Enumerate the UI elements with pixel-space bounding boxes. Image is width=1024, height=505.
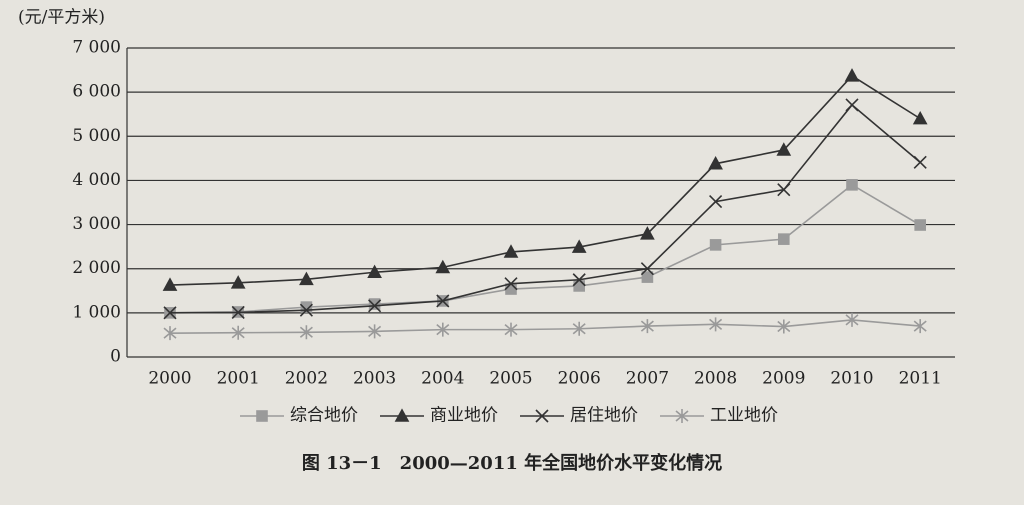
marker — [708, 155, 723, 170]
x-tick-label: 2007 — [626, 369, 669, 389]
x-tick-label: 2008 — [694, 369, 737, 389]
marker — [231, 305, 245, 319]
marker — [163, 306, 177, 320]
marker — [844, 68, 860, 82]
y-tick-label: 6 000 — [72, 82, 121, 102]
marker — [846, 179, 858, 191]
y-tick-label: 7 000 — [72, 38, 121, 58]
marker — [163, 326, 177, 341]
marker — [436, 322, 450, 337]
legend-label: 综合地价 — [290, 406, 358, 426]
marker — [776, 142, 792, 156]
marker — [504, 322, 518, 337]
caption: 图 13－1 2000—2011 年全国地价水平变化情况 — [302, 452, 722, 474]
marker — [777, 319, 791, 334]
marker — [504, 277, 518, 291]
marker — [503, 244, 519, 258]
x-tick-label: 2006 — [558, 369, 601, 389]
legend-marker — [675, 409, 689, 423]
marker — [572, 273, 586, 287]
marker — [777, 233, 790, 245]
x-tick-label: 2004 — [421, 369, 464, 389]
marker — [368, 299, 382, 313]
y-tick-label: 4 000 — [72, 170, 121, 190]
series-line — [169, 319, 921, 334]
marker — [709, 317, 723, 332]
marker — [436, 294, 450, 308]
marker — [571, 239, 587, 253]
marker — [709, 195, 723, 209]
marker — [914, 219, 927, 231]
y-tick-label: 2 000 — [72, 258, 121, 278]
y-tick-label: 1 000 — [72, 302, 121, 322]
marker — [640, 262, 654, 276]
legend-marker — [535, 409, 549, 423]
marker — [572, 321, 586, 336]
marker — [435, 259, 451, 274]
legend-marker — [394, 408, 410, 422]
legend-label: 商业地价 — [430, 406, 498, 426]
marker — [709, 239, 722, 251]
x-tick-label: 2005 — [489, 369, 532, 389]
y-tick-label: 0 — [110, 347, 121, 367]
x-tick-label: 2002 — [285, 369, 328, 389]
marker — [299, 303, 313, 317]
marker — [913, 319, 927, 334]
marker — [368, 298, 381, 310]
marker — [299, 271, 314, 286]
legend-label: 工业地价 — [710, 406, 778, 426]
marker — [231, 325, 245, 340]
marker — [912, 110, 928, 125]
x-tick-label: 2010 — [830, 369, 873, 389]
marker — [777, 183, 791, 197]
marker — [845, 98, 859, 112]
x-tick-label: 2009 — [762, 369, 805, 389]
marker — [640, 226, 655, 240]
x-tick-label: 2000 — [148, 369, 191, 389]
series-line — [169, 183, 921, 314]
series-line — [169, 103, 921, 314]
marker — [230, 275, 246, 289]
legend-label: 居住地价 — [570, 406, 638, 426]
marker — [913, 155, 927, 169]
marker — [367, 264, 382, 279]
x-tick-label: 2011 — [899, 369, 942, 389]
marker — [368, 324, 382, 339]
marker — [573, 280, 586, 292]
legend-marker — [256, 410, 268, 422]
marker — [641, 271, 654, 283]
marker — [162, 277, 178, 291]
marker — [300, 301, 313, 313]
marker — [845, 312, 859, 327]
x-tick-label: 2003 — [353, 369, 396, 389]
y-tick-label: 5 000 — [72, 126, 121, 146]
y-axis-label: (元/平方米) — [18, 8, 105, 28]
marker — [640, 319, 654, 334]
y-tick-label: 3 000 — [72, 214, 121, 234]
marker — [299, 325, 313, 340]
marker — [505, 283, 517, 295]
x-tick-label: 2001 — [217, 369, 260, 389]
series-line — [169, 74, 921, 286]
